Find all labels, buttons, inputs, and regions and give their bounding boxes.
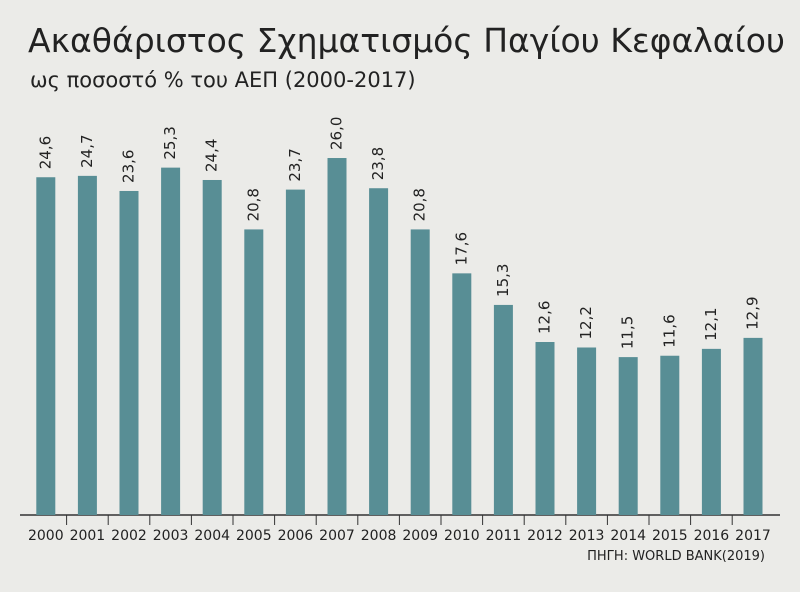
x-tick-label: 2001 bbox=[70, 528, 106, 544]
bar bbox=[410, 229, 430, 515]
bar bbox=[618, 357, 638, 515]
x-tick-label: 2009 bbox=[402, 528, 438, 544]
bar bbox=[577, 347, 597, 515]
value-label: 24,7 bbox=[78, 134, 96, 167]
x-tick-label: 2002 bbox=[111, 528, 147, 544]
value-label: 12,6 bbox=[536, 301, 554, 334]
value-label: 11,6 bbox=[660, 314, 678, 347]
bar bbox=[285, 189, 305, 515]
x-tick-label: 2000 bbox=[28, 528, 64, 544]
bar bbox=[36, 177, 56, 515]
bar bbox=[493, 304, 513, 515]
value-label: 23,7 bbox=[286, 148, 304, 181]
bar bbox=[327, 158, 347, 515]
x-tick-label: 2010 bbox=[444, 528, 480, 544]
chart-title: Ακαθάριστος Σχηματισμός Παγίου Κεφαλαίου bbox=[28, 21, 785, 60]
value-label: 25,3 bbox=[161, 126, 179, 159]
bar bbox=[660, 355, 680, 515]
bar bbox=[244, 229, 264, 515]
value-label: 20,8 bbox=[411, 188, 429, 221]
value-label: 15,3 bbox=[494, 264, 512, 297]
x-tick-label: 2013 bbox=[569, 528, 605, 544]
x-tick-label: 2014 bbox=[610, 528, 646, 544]
value-label: 20,8 bbox=[244, 188, 262, 221]
x-tick-label: 2007 bbox=[319, 528, 355, 544]
value-label: 26,0 bbox=[328, 117, 346, 150]
x-tick-label: 2016 bbox=[694, 528, 730, 544]
value-label: 11,5 bbox=[619, 316, 637, 349]
value-label: 24,6 bbox=[36, 136, 54, 169]
bar bbox=[743, 337, 763, 515]
x-tick-label: 2011 bbox=[486, 528, 522, 544]
x-tick-label: 2012 bbox=[527, 528, 563, 544]
bar bbox=[161, 167, 181, 516]
source: ΠΗΓΗ: WORLD BANK(2019) bbox=[587, 549, 765, 564]
x-tick-label: 2004 bbox=[194, 528, 230, 544]
value-label: 12,9 bbox=[744, 296, 762, 329]
x-tick-label: 2005 bbox=[236, 528, 272, 544]
x-tick-label: 2008 bbox=[361, 528, 397, 544]
bar bbox=[535, 342, 555, 515]
bar bbox=[119, 190, 139, 516]
value-label: 24,4 bbox=[203, 139, 221, 172]
bar bbox=[202, 179, 222, 515]
x-tick-label: 2017 bbox=[735, 528, 771, 544]
bar bbox=[452, 273, 472, 515]
bar bbox=[701, 348, 721, 515]
value-label: 12,2 bbox=[577, 306, 595, 339]
value-label: 23,8 bbox=[369, 147, 387, 180]
value-label: 12,1 bbox=[702, 307, 720, 340]
x-tick-label: 2015 bbox=[652, 528, 688, 544]
bar bbox=[369, 188, 389, 515]
value-label: 23,6 bbox=[120, 150, 138, 183]
value-label: 17,6 bbox=[452, 232, 470, 265]
bar bbox=[77, 175, 97, 515]
chart-subtitle: ως ποσοστό % του ΑΕΠ (2000-2017) bbox=[30, 68, 416, 92]
x-tick-label: 2003 bbox=[153, 528, 189, 544]
x-tick-label: 2006 bbox=[278, 528, 314, 544]
